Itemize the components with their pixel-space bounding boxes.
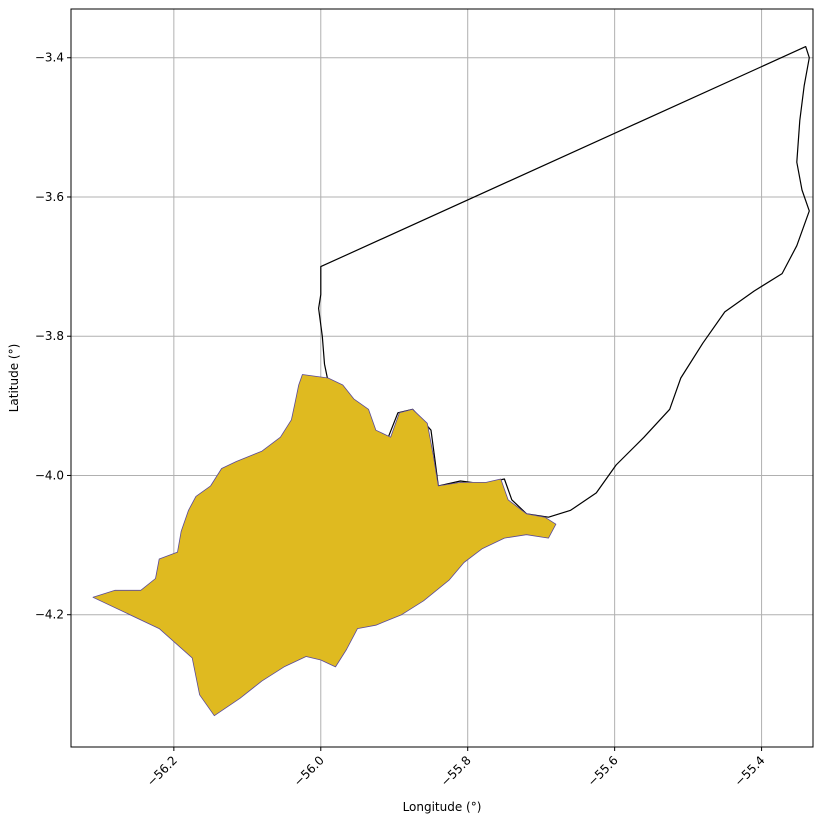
y-tick-label: −3.4 xyxy=(35,51,64,65)
x-tick-label: −55.6 xyxy=(585,753,621,789)
y-tick-label: −4.2 xyxy=(35,608,64,622)
map-regions xyxy=(92,46,810,717)
x-axis-label: Longitude (°) xyxy=(403,800,482,814)
highlighted-region xyxy=(92,374,557,717)
y-tick-label: −3.6 xyxy=(35,190,64,204)
x-tick-label: −55.8 xyxy=(438,753,474,789)
plot-area-frame xyxy=(70,8,814,748)
y-axis-label: Latitude (°) xyxy=(7,344,21,413)
y-tick-label: −4.0 xyxy=(35,468,64,482)
x-tick-label: −56.2 xyxy=(144,753,180,789)
y-tick-label: −3.8 xyxy=(35,329,64,343)
x-tick-label: −56.0 xyxy=(291,753,327,789)
x-tick-label: −55.4 xyxy=(732,753,768,789)
grid-lines xyxy=(71,9,813,747)
